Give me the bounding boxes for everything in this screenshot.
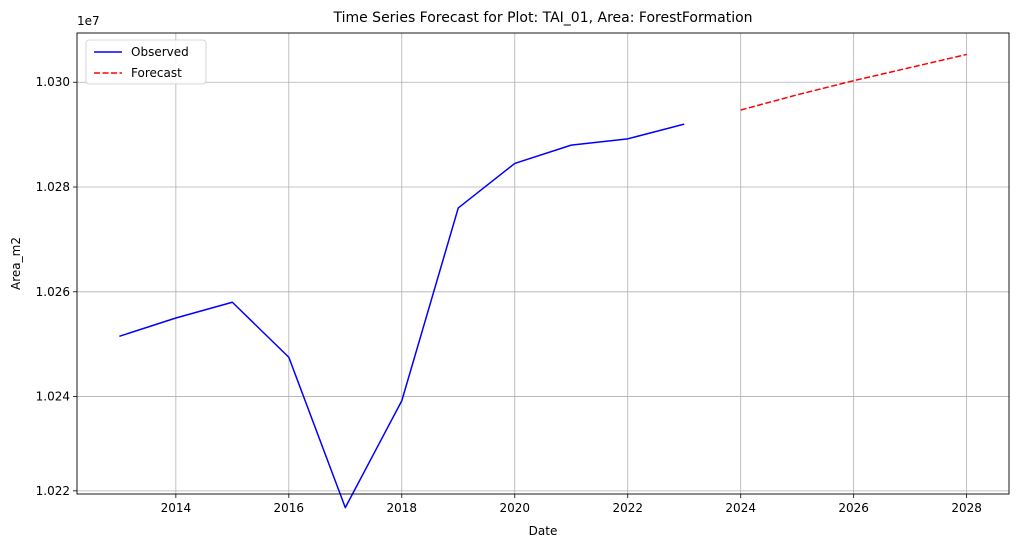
x-tick-label: 2022 xyxy=(612,501,643,515)
chart-title: Time Series Forecast for Plot: TAI_01, A… xyxy=(332,10,752,26)
y-tick-label: 1.022 xyxy=(36,484,70,498)
x-tick-label: 2026 xyxy=(838,501,869,515)
y-axis-label: Area_m2 xyxy=(9,237,23,290)
x-axis-label: Date xyxy=(529,524,558,538)
y-tick-label: 1.028 xyxy=(36,180,70,194)
plot-frame xyxy=(76,32,1010,495)
series-line-observed xyxy=(119,123,685,509)
y-tick-label: 1.026 xyxy=(36,285,70,299)
y-tick-label: 1.024 xyxy=(36,390,70,404)
x-tick-label: 2016 xyxy=(274,501,305,515)
x-tick-label: 2014 xyxy=(161,501,192,515)
axis-ticks: 2014 2016 2018 2020 2022 2024 2026 2028 1.022 1.0… xyxy=(36,75,982,515)
legend-label-observed: Observed xyxy=(131,45,189,59)
series-layer xyxy=(119,53,967,509)
y-tick-label: 1.030 xyxy=(36,75,70,89)
x-tick-label: 2020 xyxy=(499,501,530,515)
series-line-forecast xyxy=(740,53,967,111)
y-axis-offset-label: 1e7 xyxy=(77,14,100,28)
legend-label-forecast: Forecast xyxy=(131,66,182,80)
x-tick-label: 2028 xyxy=(951,501,982,515)
x-tick-label: 2024 xyxy=(725,501,756,515)
grid-lines xyxy=(77,33,1009,494)
legend: Observed Forecast xyxy=(85,39,207,85)
x-tick-label: 2018 xyxy=(387,501,418,515)
